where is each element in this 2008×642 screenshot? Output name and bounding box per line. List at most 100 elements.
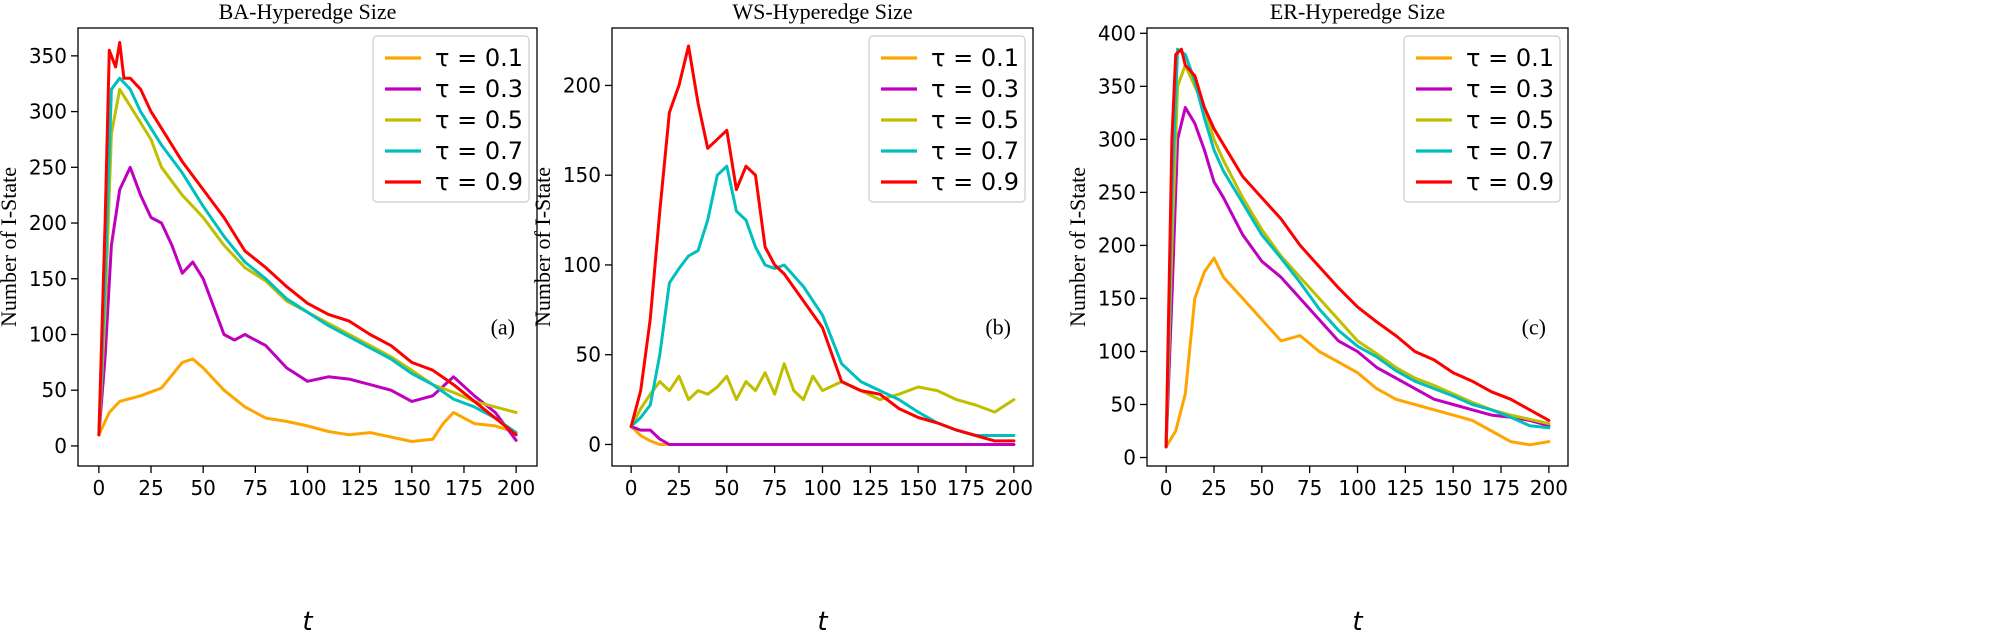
- x-axis-label: t: [817, 607, 828, 637]
- y-tick-label: 100: [1098, 339, 1136, 363]
- legend-label: τ = 0.1: [931, 44, 1019, 72]
- x-tick-label: 125: [1386, 476, 1424, 500]
- legend-box: [1403, 35, 1561, 203]
- y-tick-label: 300: [29, 100, 67, 124]
- y-tick-label: 350: [29, 44, 67, 68]
- x-tick-label: 75: [762, 476, 787, 500]
- chart-title: BA-Hyperedge Size: [219, 0, 397, 24]
- x-tick-label: 125: [851, 476, 889, 500]
- x-tick-label: 200: [1530, 476, 1568, 500]
- x-tick-label: 100: [288, 476, 326, 500]
- y-tick-label: 350: [1098, 74, 1136, 98]
- legend-label: τ = 0.7: [435, 137, 523, 165]
- x-tick-label: 100: [1338, 476, 1376, 500]
- chart-title: ER-Hyperedge Size: [1270, 0, 1445, 24]
- series-line-0.9: [97, 41, 518, 437]
- y-tick-label: 100: [563, 253, 601, 277]
- x-axis-label: t: [302, 607, 313, 637]
- x-tick-label: 25: [1201, 476, 1226, 500]
- legend-label: τ = 0.1: [1466, 44, 1554, 72]
- series-line-0.7: [97, 76, 518, 437]
- legend-label: τ = 0.5: [931, 106, 1019, 134]
- legend: τ = 0.1 τ = 0.3 τ = 0.5 τ = 0.7 τ = 0.9: [372, 35, 530, 203]
- chart-panel-ba: BA-Hyperedge Size Number of I-State t (a…: [0, 0, 538, 637]
- chart-panel-er: ER-Hyperedge Size Number of I-State t (c…: [1065, 0, 1569, 637]
- x-tick-label: 25: [138, 476, 163, 500]
- series-line-0.7: [1164, 47, 1551, 449]
- chart-title: WS-Hyperedge Size: [732, 0, 912, 24]
- legend-label: τ = 0.9: [1466, 168, 1554, 196]
- x-tick-label: 200: [995, 476, 1033, 500]
- x-tick-label: 75: [1297, 476, 1322, 500]
- series-line-0.5: [629, 362, 1016, 428]
- x-tick-label: 0: [92, 476, 105, 500]
- y-tick-label: 200: [1098, 233, 1136, 257]
- x-tick-label: 150: [393, 476, 431, 500]
- x-tick-label: 0: [625, 476, 638, 500]
- x-tick-label: 125: [341, 476, 379, 500]
- y-tick-label: 150: [563, 163, 601, 187]
- series-line-0.9: [629, 44, 1016, 443]
- plot-frame: [77, 27, 538, 467]
- series-line-0.3: [1164, 106, 1551, 449]
- x-tick-label: 150: [899, 476, 937, 500]
- y-tick-label: 250: [29, 155, 67, 179]
- series-group: [629, 44, 1016, 446]
- plot-frame: [1146, 27, 1569, 467]
- y-tick-label: 50: [576, 343, 601, 367]
- legend-box: [868, 35, 1026, 203]
- legend-label: τ = 0.9: [931, 168, 1019, 196]
- x-tick-label: 50: [1249, 476, 1274, 500]
- x-tick-label: 50: [190, 476, 215, 500]
- legend-label: τ = 0.3: [1466, 75, 1554, 103]
- legend-label: τ = 0.7: [1466, 137, 1554, 165]
- legend-label: τ = 0.9: [435, 168, 523, 196]
- x-tick-label: 100: [803, 476, 841, 500]
- axis-ticks: 0 25 50 75 100 125 150 175 200 0 50 100 150 200 250 300…: [1098, 21, 1568, 500]
- x-tick-label: 175: [445, 476, 483, 500]
- series-line-0.9: [1164, 47, 1551, 449]
- y-tick-label: 200: [563, 73, 601, 97]
- legend-label: τ = 0.3: [435, 75, 523, 103]
- legend-label: τ = 0.7: [931, 137, 1019, 165]
- panel-label: (c): [1522, 315, 1546, 340]
- axis-ticks: 0 25 50 75 100 125 150 175 200 0 50 100 150 200 250 300…: [29, 44, 535, 500]
- series-line-0.7: [629, 164, 1016, 437]
- y-tick-label: 0: [588, 432, 601, 456]
- x-tick-label: 150: [1434, 476, 1472, 500]
- y-tick-label: 50: [1111, 392, 1136, 416]
- x-tick-label: 50: [714, 476, 739, 500]
- y-tick-label: 100: [29, 322, 67, 346]
- y-tick-label: 150: [29, 267, 67, 291]
- y-tick-label: 300: [1098, 127, 1136, 151]
- chart-panel-ws: WS-Hyperedge Size Number of I-State t (b…: [530, 0, 1034, 637]
- series-group: [1164, 47, 1551, 449]
- y-tick-label: 150: [1098, 286, 1136, 310]
- plot-frame: [611, 27, 1034, 467]
- series-line-0.3: [629, 425, 1016, 446]
- y-tick-label: 50: [42, 378, 67, 402]
- x-tick-label: 175: [947, 476, 985, 500]
- legend-label: τ = 0.1: [435, 44, 523, 72]
- y-tick-label: 250: [1098, 180, 1136, 204]
- series-group: [97, 41, 518, 443]
- y-tick-label: 200: [29, 211, 67, 235]
- legend-label: τ = 0.3: [931, 75, 1019, 103]
- legend-box: [372, 35, 530, 203]
- y-axis-label: Number of I-State: [530, 167, 555, 327]
- x-tick-label: 0: [1160, 476, 1173, 500]
- x-tick-label: 175: [1482, 476, 1520, 500]
- series-line-0.3: [97, 165, 518, 442]
- y-axis-label: Number of I-State: [1065, 167, 1090, 327]
- y-tick-label: 0: [54, 434, 67, 458]
- x-axis-label: t: [1352, 607, 1363, 637]
- axis-ticks: 0 25 50 75 100 125 150 175 200 0 50 100 150 200: [563, 73, 1033, 500]
- panel-label: (b): [985, 315, 1011, 340]
- legend: τ = 0.1 τ = 0.3 τ = 0.5 τ = 0.7 τ = 0.9: [1403, 35, 1561, 203]
- y-tick-label: 400: [1098, 21, 1136, 45]
- series-line-0.1: [1164, 256, 1551, 449]
- legend-label: τ = 0.5: [1466, 106, 1554, 134]
- x-tick-label: 75: [243, 476, 268, 500]
- series-line-0.1: [97, 357, 518, 443]
